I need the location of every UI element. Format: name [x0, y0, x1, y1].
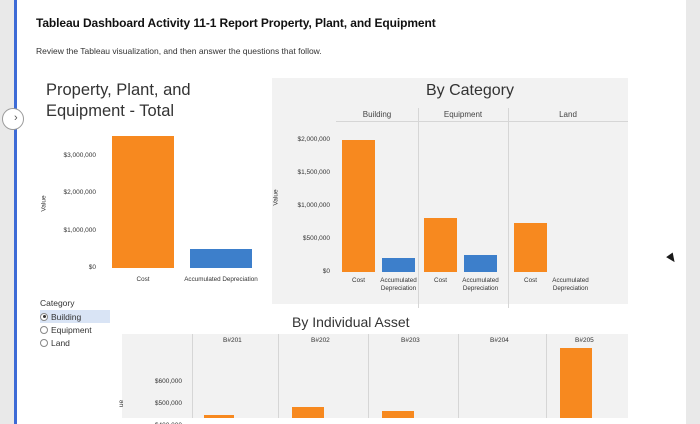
bar-land-cost[interactable] — [514, 223, 547, 272]
asset-header-label: B#205 — [575, 337, 594, 344]
radio-icon[interactable] — [40, 338, 48, 347]
by-asset-panel: By Individual Asset $600,000 $500,000 $400… — [118, 314, 628, 424]
bar-equipment-accum-depr[interactable] — [464, 255, 497, 272]
bar-asset-1[interactable] — [204, 414, 234, 418]
y-tick-label: $500,000 — [154, 400, 182, 407]
bar-total-cost[interactable] — [112, 135, 174, 268]
y-tick-label: $0 — [88, 264, 96, 271]
bar-asset-3[interactable] — [382, 411, 414, 418]
side-nav-circle-button[interactable] — [2, 108, 24, 130]
page: › Tableau Dashboard Activity 11-1 Report… — [2, 0, 686, 424]
bar-building-accum-depr[interactable] — [382, 258, 415, 272]
asset-header-label: B#204 — [490, 337, 509, 344]
y-tick-label: $400,000 — [122, 422, 182, 424]
mouse-cursor-icon — [666, 252, 678, 265]
column-divider — [418, 108, 419, 308]
column-header-equipment: Equipment — [443, 110, 483, 119]
x-category-label: Cost — [352, 277, 365, 284]
column-divider — [508, 108, 509, 308]
asset-header-label: B#202 — [311, 337, 330, 344]
column-divider — [368, 334, 369, 418]
legend-item-equipment[interactable]: Equipment — [40, 323, 110, 336]
x-category-label: Accumulated Depreciation — [552, 277, 589, 292]
y-tick-label: $3,000,000 — [63, 152, 96, 160]
y-tick-label: $1,000,000 — [63, 226, 96, 234]
column-divider — [458, 334, 459, 418]
instructions-text: Review the Tableau visualization, and th… — [36, 46, 322, 56]
by-category-panel: By Category Building Equipment Land Valu… — [272, 78, 628, 308]
bar-equipment-cost[interactable] — [424, 217, 457, 272]
tableau-dashboard: Property, Plant, and Equipment - Total V… — [40, 72, 628, 424]
radio-icon[interactable] — [40, 325, 48, 334]
x-category-label: Accumulated Depreciation — [380, 277, 417, 292]
y-tick-label: $2,000,000 — [63, 189, 96, 197]
chevron-right-icon[interactable]: › — [14, 112, 18, 124]
by-asset-title: By Individual Asset — [292, 314, 410, 330]
x-category-label: Cost — [524, 277, 537, 284]
x-category-label: Cost — [136, 276, 150, 283]
category-legend: Category Building Equipment Land — [40, 298, 110, 349]
asset-y-axis-title: ue — [118, 399, 126, 408]
bar-building-cost[interactable] — [342, 139, 375, 272]
left-accent-rule — [14, 0, 17, 424]
total-y-axis-title: Value — [40, 195, 48, 212]
bar-total-accum-depr[interactable] — [190, 249, 252, 268]
x-category-label: Accumulated Depreciation — [184, 276, 258, 283]
y-tick-label: $0 — [322, 268, 330, 275]
by-category-title: By Category — [425, 82, 514, 99]
y-tick-label: $500,000 — [302, 234, 330, 242]
bar-asset-2[interactable] — [292, 406, 324, 418]
y-tick-label: $600,000 — [154, 378, 182, 385]
legend-item-land[interactable]: Land — [40, 336, 110, 349]
x-category-label: Accumulated Depreciation — [462, 277, 499, 292]
asset-header-label: B#201 — [223, 337, 242, 344]
column-divider — [192, 334, 193, 418]
legend-title: Category — [40, 298, 75, 308]
x-category-label: Cost — [434, 277, 447, 284]
column-divider — [546, 334, 547, 418]
asset-header-label: B#203 — [401, 337, 420, 344]
legend-item-building[interactable]: Building — [40, 310, 110, 323]
y-tick-label: $2,000,000 — [297, 135, 330, 143]
column-header-building: Building — [362, 110, 392, 119]
total-chart-title: Property, Plant, and Equipment - Total — [46, 81, 191, 120]
radio-selected-icon[interactable] — [40, 312, 48, 321]
page-title: Tableau Dashboard Activity 11-1 Report P… — [36, 16, 436, 30]
column-header-land: Land — [559, 110, 577, 119]
bar-asset-5[interactable] — [560, 348, 592, 418]
y-tick-label: $1,000,000 — [297, 201, 330, 209]
y-tick-label: $1,500,000 — [297, 168, 330, 176]
header-divider — [336, 121, 628, 122]
column-divider — [278, 334, 279, 418]
